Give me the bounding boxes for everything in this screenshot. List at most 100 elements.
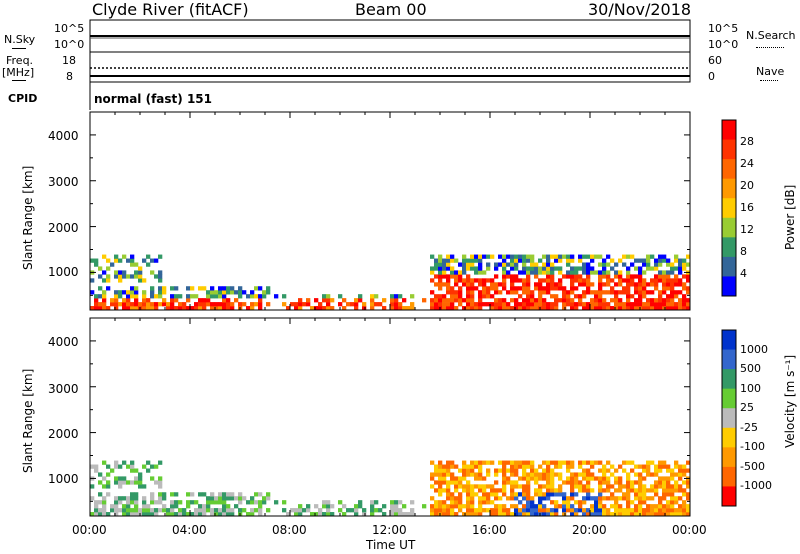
power-cell: [606, 270, 611, 275]
power-ytick-2000: 2000: [48, 221, 79, 235]
velocity-cell: [430, 512, 435, 517]
power-cell: [122, 274, 127, 279]
power-cell: [686, 262, 691, 267]
power-cell: [530, 306, 535, 311]
velocity-cell: [186, 512, 191, 517]
power-cell: [434, 298, 439, 303]
velocity-cell: [514, 464, 519, 469]
nsky-tick-bottom: 10^0: [54, 38, 85, 51]
velocity-colorbar-tick: -1000: [740, 479, 772, 493]
velocity-cell: [482, 488, 487, 493]
velocity-cell: [466, 484, 471, 489]
velocity-cell: [682, 504, 687, 509]
velocity-cell: [142, 500, 147, 505]
power-cell: [446, 306, 451, 311]
power-cell: [322, 298, 327, 303]
velocity-cell: [130, 496, 135, 501]
power-cell: [302, 302, 307, 307]
colorbar-swatch: [722, 466, 736, 487]
velocity-colorbar-tick: 100: [740, 381, 761, 395]
power-cell: [474, 270, 479, 275]
velocity-cell: [142, 508, 147, 513]
velocity-cell: [110, 504, 115, 509]
power-cell: [566, 258, 571, 263]
power-cell: [662, 282, 667, 287]
velocity-cell: [678, 508, 683, 513]
power-cell: [102, 278, 107, 283]
power-cell: [650, 254, 655, 259]
power-cell: [566, 254, 571, 259]
power-cell: [162, 286, 167, 291]
power-cell: [638, 286, 643, 291]
velocity-cell: [226, 496, 231, 501]
power-cell: [626, 294, 631, 299]
nsearch-tick-bottom: 10^0: [708, 38, 739, 51]
velocity-cell: [158, 496, 163, 501]
power-cell: [574, 294, 579, 299]
velocity-cell: [666, 500, 671, 505]
velocity-cell: [102, 496, 107, 501]
power-cell: [558, 270, 563, 275]
power-cell: [118, 274, 123, 279]
power-cell: [574, 270, 579, 275]
power-cell: [550, 306, 555, 311]
power-cell: [262, 294, 267, 299]
velocity-cell: [542, 472, 547, 477]
velocity-cell: [554, 508, 559, 513]
velocity-cell: [546, 496, 551, 501]
velocity-cell: [150, 508, 155, 513]
power-cell: [654, 262, 659, 267]
power-cell: [586, 306, 591, 311]
velocity-cell: [530, 512, 535, 517]
power-cell: [102, 254, 107, 259]
freq-tick-top: 18: [62, 54, 76, 67]
power-cell: [510, 286, 515, 291]
cpid-value: normal (fast) 151: [94, 92, 212, 106]
power-cell: [546, 278, 551, 283]
power-cell: [526, 286, 531, 291]
power-cell: [446, 278, 451, 283]
power-cell: [594, 254, 599, 259]
power-cell: [510, 306, 515, 311]
power-cell: [502, 274, 507, 279]
velocity-cell: [446, 508, 451, 513]
velocity-cell: [590, 496, 595, 501]
velocity-cell: [606, 468, 611, 473]
velocity-cell: [450, 472, 455, 477]
power-cell: [598, 286, 603, 291]
power-cell: [450, 266, 455, 271]
power-cell: [530, 266, 535, 271]
power-cell: [626, 254, 631, 259]
power-cell: [570, 282, 575, 287]
power-cell: [90, 290, 95, 295]
velocity-cell: [294, 508, 299, 513]
power-cell: [450, 290, 455, 295]
power-cell: [450, 258, 455, 263]
velocity-cell: [438, 484, 443, 489]
velocity-cell: [90, 464, 95, 469]
power-cell: [670, 262, 675, 267]
velocity-cell: [602, 464, 607, 469]
velocity-cell: [578, 488, 583, 493]
power-cell: [114, 306, 119, 311]
velocity-cell: [114, 496, 119, 501]
power-cell: [546, 274, 551, 279]
power-cell: [114, 290, 119, 295]
power-cell: [626, 290, 631, 295]
power-cell: [370, 298, 375, 303]
velocity-cell: [550, 508, 555, 513]
power-cell: [582, 282, 587, 287]
velocity-cell: [146, 460, 151, 465]
power-cell: [338, 294, 343, 299]
colorbar-swatch: [722, 276, 736, 297]
velocity-cell: [210, 508, 215, 513]
power-cell: [502, 298, 507, 303]
power-cell: [482, 282, 487, 287]
power-cell: [610, 290, 615, 295]
power-cell: [494, 306, 499, 311]
velocity-cell: [486, 496, 491, 501]
power-cell: [226, 306, 231, 311]
velocity-cell: [614, 500, 619, 505]
velocity-cell: [98, 508, 103, 513]
power-cell: [330, 298, 335, 303]
